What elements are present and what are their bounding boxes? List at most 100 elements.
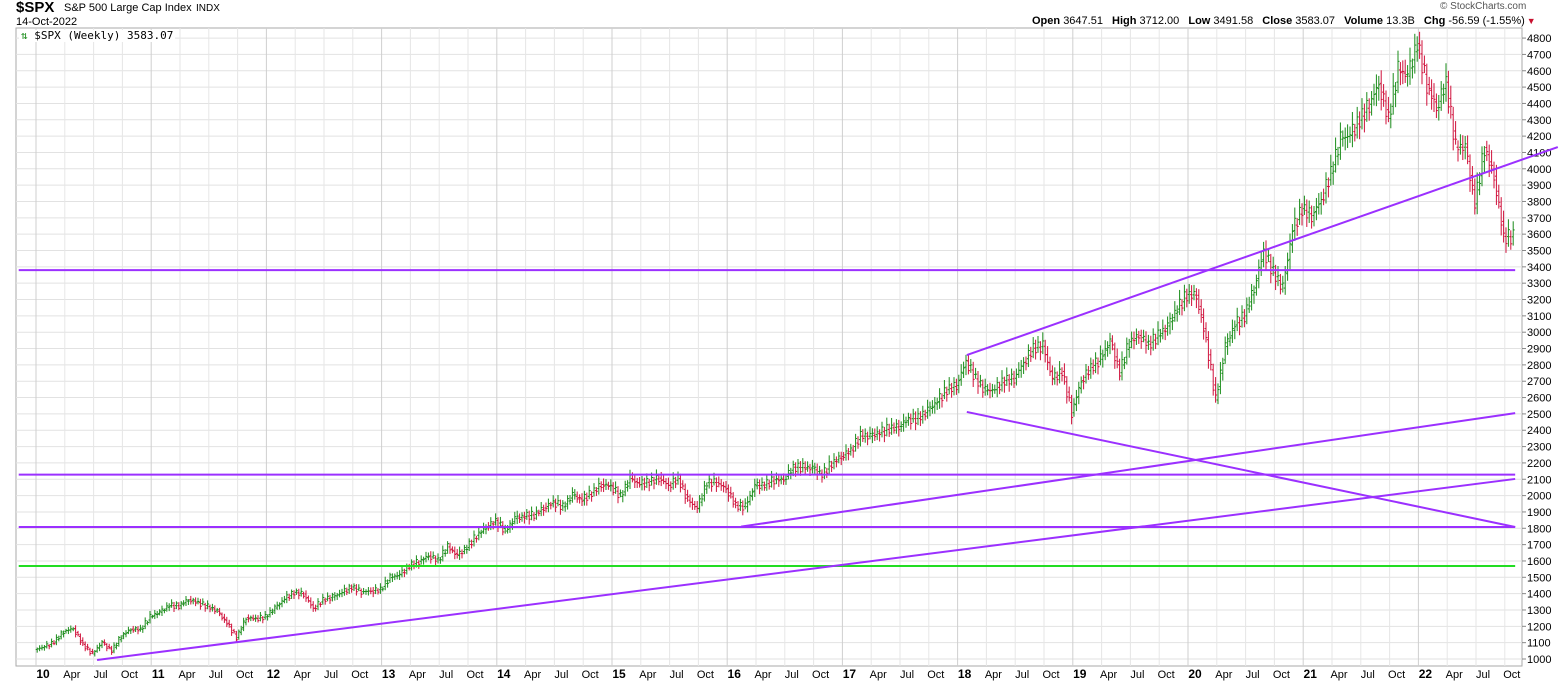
- y-tick-label: 3000: [1527, 327, 1551, 339]
- x-tick-label: 16: [728, 667, 742, 681]
- security-name: S&P 500 Large Cap Index: [64, 2, 192, 14]
- y-tick-label: 1500: [1527, 572, 1551, 584]
- symbol: $SPX: [16, 0, 55, 16]
- y-tick-label: 1900: [1527, 507, 1551, 519]
- x-tick-label: Jul: [439, 669, 453, 681]
- x-tick-label: Apr: [754, 669, 771, 681]
- high-label: High: [1112, 15, 1137, 27]
- x-tick-label: Apr: [1446, 669, 1463, 681]
- x-tick-label: Apr: [63, 669, 80, 681]
- y-tick-label: 2600: [1527, 393, 1551, 405]
- x-tick-label: Apr: [294, 669, 311, 681]
- chg-value: -56.59 (-1.55%): [1448, 15, 1525, 27]
- y-tick-label: 1000: [1527, 654, 1551, 666]
- x-tick-label: 18: [958, 667, 972, 681]
- legend-text: $SPX (Weekly) 3583.07: [34, 29, 174, 42]
- high-value: 3712.00: [1139, 15, 1180, 27]
- plot-area: [15, 27, 1523, 667]
- x-tick-label: Jul: [1361, 669, 1375, 681]
- x-tick-label: 10: [36, 667, 50, 681]
- x-tick-label: Oct: [1388, 669, 1405, 681]
- x-tick-label: Jul: [1130, 669, 1144, 681]
- x-tick-label: 13: [382, 667, 396, 681]
- y-tick-label: 3500: [1527, 246, 1551, 258]
- x-tick-label: Oct: [1273, 669, 1290, 681]
- y-tick-label: 2700: [1527, 376, 1551, 388]
- y-tick-label: 2800: [1527, 360, 1551, 372]
- x-tick-label: Jul: [785, 669, 799, 681]
- open-label: Open: [1032, 15, 1061, 27]
- y-tick-label: 1700: [1527, 540, 1551, 552]
- x-tick-label: Apr: [1330, 669, 1347, 681]
- trendline-uptrend-2010: [96, 477, 1516, 661]
- trendline-channel-top-2018: [966, 146, 1559, 357]
- x-tick-label: Oct: [1042, 669, 1059, 681]
- x-tick-label: 20: [1188, 667, 1202, 681]
- x-tick-label: Oct: [927, 669, 944, 681]
- x-tick-label: Oct: [1503, 669, 1520, 681]
- y-tick-label: 3300: [1527, 278, 1551, 290]
- y-tick-label: 1200: [1527, 621, 1551, 633]
- x-tick-label: Oct: [1158, 669, 1175, 681]
- y-tick-label: 1100: [1527, 638, 1551, 650]
- x-tick-label: Oct: [582, 669, 599, 681]
- x-tick-label: Oct: [236, 669, 253, 681]
- y-tick-label: 1400: [1527, 589, 1551, 601]
- x-tick-label: Jul: [554, 669, 568, 681]
- y-tick-label: 2000: [1527, 491, 1551, 503]
- x-tick-label: 15: [612, 667, 626, 681]
- x-tick-label: Oct: [697, 669, 714, 681]
- x-tick-label: Jul: [324, 669, 338, 681]
- x-tick-label: Apr: [1215, 669, 1232, 681]
- bar-chart-icon: ⇅: [21, 29, 28, 42]
- low-label: Low: [1188, 15, 1211, 27]
- y-tick-label: 3600: [1527, 229, 1551, 241]
- exchange: INDX: [196, 3, 220, 14]
- open-value: 3647.51: [1063, 15, 1103, 27]
- x-tick-label: Apr: [524, 669, 541, 681]
- x-tick-label: Jul: [1246, 669, 1260, 681]
- y-tick-label: 2200: [1527, 458, 1551, 470]
- y-tick-label: 4400: [1527, 98, 1551, 110]
- y-tick-label: 2100: [1527, 474, 1551, 486]
- trendline-channel-bottom-2018: [966, 410, 1516, 528]
- low-value: 3491.58: [1213, 15, 1254, 27]
- x-tick-label: Jul: [1015, 669, 1029, 681]
- down-triangle-icon: ▼: [1526, 16, 1536, 26]
- y-tick-label: 3400: [1527, 262, 1551, 274]
- x-tick-label: Oct: [351, 669, 368, 681]
- y-tick-label: 1800: [1527, 523, 1551, 535]
- x-tick-label: Apr: [639, 669, 656, 681]
- y-tick-label: 4000: [1527, 164, 1551, 176]
- x-tick-label: Oct: [466, 669, 483, 681]
- y-tick-label: 4200: [1527, 131, 1551, 143]
- y-tick-label: 4500: [1527, 82, 1551, 94]
- y-tick-label: 3700: [1527, 213, 1551, 225]
- x-tick-label: 19: [1073, 667, 1087, 681]
- y-tick-label: 2900: [1527, 344, 1551, 356]
- y-tick-label: 2500: [1527, 409, 1551, 421]
- copyright: © StockCharts.com: [1440, 1, 1527, 12]
- x-tick-label: 11: [152, 667, 165, 681]
- y-tick-label: 4800: [1527, 33, 1551, 45]
- x-tick-label: 12: [267, 667, 281, 681]
- close-value: 3583.07: [1295, 15, 1336, 27]
- x-tick-label: Jul: [1476, 669, 1490, 681]
- y-tick-label: 2400: [1527, 425, 1551, 437]
- x-tick-label: Apr: [409, 669, 426, 681]
- chart-legend: ⇅ $SPX (Weekly) 3583.07: [19, 29, 176, 42]
- y-tick-label: 3100: [1527, 311, 1551, 323]
- x-tick-label: Jul: [94, 669, 108, 681]
- x-tick-label: Jul: [900, 669, 914, 681]
- x-tick-label: Jul: [670, 669, 684, 681]
- x-tick-label: Jul: [209, 669, 223, 681]
- y-tick-label: 4600: [1527, 66, 1551, 78]
- y-tick-label: 3800: [1527, 196, 1551, 208]
- y-tick-label: 3200: [1527, 295, 1551, 307]
- x-tick-label: Oct: [121, 669, 138, 681]
- x-tick-label: Apr: [178, 669, 195, 681]
- y-tick-label: 4300: [1527, 115, 1551, 127]
- x-tick-label: 17: [843, 667, 857, 681]
